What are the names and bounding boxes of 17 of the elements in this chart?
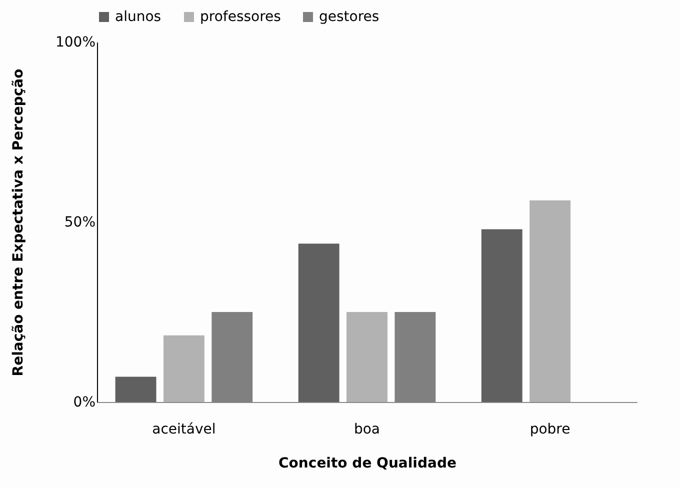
x-tick-label: boa bbox=[354, 422, 380, 438]
bar bbox=[481, 229, 522, 402]
bar bbox=[530, 200, 571, 402]
legend-label: gestores bbox=[319, 9, 380, 25]
bar bbox=[163, 335, 204, 402]
y-tick-label: 0% bbox=[73, 394, 96, 410]
y-tick-label: 50% bbox=[64, 214, 96, 230]
bar bbox=[115, 376, 156, 402]
y-axis-title: Relação entre Expectativa x Percepção bbox=[10, 68, 26, 376]
bar bbox=[346, 312, 388, 402]
legend-label: professores bbox=[200, 9, 281, 25]
x-axis-title: Conceito de Qualidade bbox=[278, 456, 456, 472]
x-tick-label: aceitável bbox=[152, 422, 216, 438]
bar bbox=[298, 244, 340, 402]
x-tick-label: pobre bbox=[530, 422, 570, 438]
y-tick-label: 100% bbox=[55, 34, 96, 50]
legend-label: alunos bbox=[115, 9, 162, 25]
